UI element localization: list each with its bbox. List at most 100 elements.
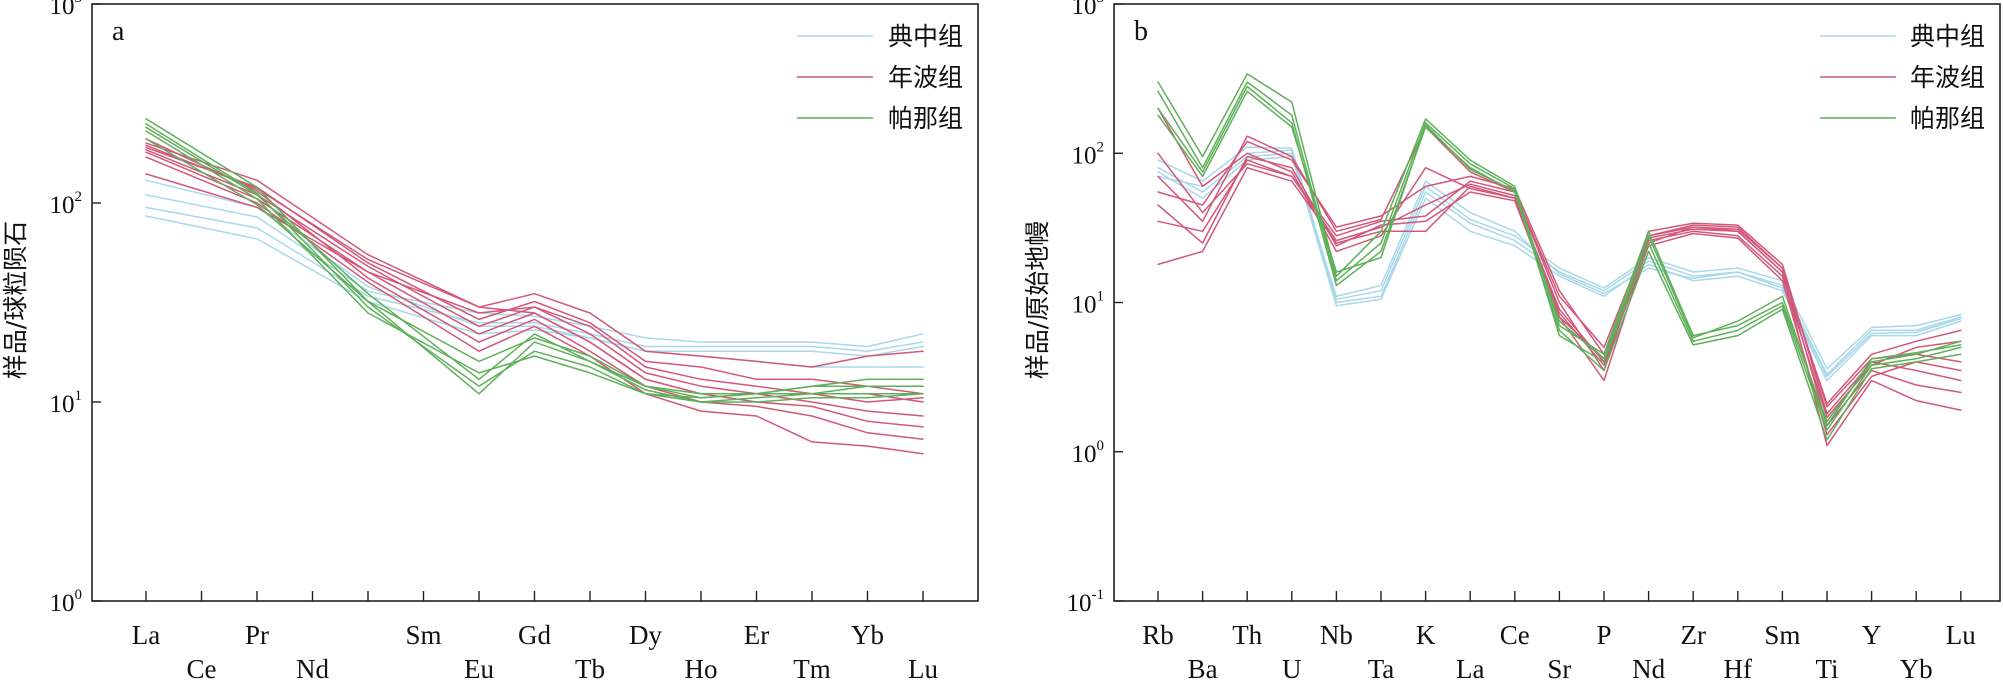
panel-b-series-lines	[1157, 73, 1962, 447]
panel-a-plot-frame	[91, 3, 979, 602]
panel-a-series-2-line-1	[145, 142, 924, 368]
panel-a-x-label-ho: Ho	[685, 654, 718, 681]
tick-base: 10	[50, 192, 75, 219]
panel-b-y-tick-label: 100	[1072, 438, 1105, 468]
panel-a-x-label-tm: Tm	[793, 654, 831, 681]
panel-b-series-3-line-2	[1157, 81, 1962, 431]
panel-b-x-label-k: K	[1416, 620, 1436, 650]
panel-b-series-2-line-5	[1157, 107, 1962, 419]
panel-b-x-label-u: U	[1282, 654, 1302, 681]
panel-b-series-1-line-4	[1157, 155, 1962, 378]
tick-base: 10	[1072, 441, 1097, 468]
tick-base: 10	[1072, 292, 1097, 319]
panel-b-x-label-rb: Rb	[1142, 620, 1174, 650]
tick-exponent: 1	[75, 388, 83, 404]
tick-base: 10	[1072, 0, 1097, 20]
tick-exponent: 0	[75, 587, 83, 603]
panel-b-x-label-nb: Nb	[1320, 620, 1353, 650]
panel-b-legend-label-1: 典中组	[1910, 22, 1985, 51]
panel-b-x-label-p: P	[1596, 620, 1611, 650]
panel-a-series-3-line-4	[145, 138, 924, 395]
panel-b-x-label-la: La	[1456, 654, 1484, 681]
panel-b-x-label-ta: Ta	[1368, 654, 1395, 681]
panel-b-y-axis-title: 样品/原始地幔	[1023, 221, 1052, 379]
panel-b-x-label-ba: Ba	[1188, 654, 1218, 681]
panel-b-series-1-line-3	[1157, 146, 1962, 370]
tick-exponent: 3	[75, 0, 83, 6]
panel-a-legend-label-2: 年波组	[888, 63, 963, 92]
panel-a-x-label-sm: Sm	[405, 620, 441, 650]
panel-a-series-1-line-4	[145, 179, 924, 368]
panel-a-series-2-line-8	[145, 144, 924, 403]
panel-b-series-2-line-4	[1157, 126, 1962, 408]
panel-a-x-label-tb: Tb	[575, 654, 605, 681]
panel-b-series-2-line-6	[1157, 152, 1962, 436]
panel-a-x-label-eu: Eu	[464, 654, 494, 681]
panel-a-series-3-line-1	[145, 118, 924, 399]
panel-a-legend-label-1: 典中组	[888, 22, 963, 51]
panel-a-rare-earth-chart: 100101102103 LaCePrNdSmEuGdTbDyHoErTmYbL…	[1, 0, 979, 681]
panel-a-y-axis: 100101102103	[50, 0, 101, 617]
panel-b-series-1-line-2	[1157, 149, 1962, 376]
panel-a-x-label-gd: Gd	[518, 620, 551, 650]
tick-exponent: 1	[1097, 289, 1105, 305]
panel-a-x-label-er: Er	[744, 620, 769, 650]
panel-b-x-axis: Rb Ba Th U Nb Ta K La Ce Sr P Nd Zr Hf Sm Ti Y Yb Lu	[1142, 591, 1976, 681]
panel-b-x-label-zr: Zr	[1680, 620, 1705, 650]
panel-a-y-tick-label: 100	[50, 587, 83, 617]
panel-b-series-3-line-4	[1157, 90, 1962, 427]
panel-b-series-3-line-3	[1157, 85, 1962, 441]
panel-b-y-tick-label: 10-1	[1067, 587, 1105, 617]
panel-a-series-2-line-2	[145, 146, 924, 395]
panel-a-series-2-line-7	[145, 173, 924, 403]
panel-b-x-label-y: Y	[1862, 620, 1882, 650]
panel-a-x-label-la: La	[132, 620, 160, 650]
panel-a-series-3-line-5	[145, 126, 924, 403]
tick-exponent: 2	[75, 189, 83, 205]
panel-b-y-axis: 10-1100101102103	[1067, 0, 1123, 617]
panel-a-y-tick-label: 101	[50, 388, 83, 418]
panel-a-legend-label-3: 帕那组	[888, 104, 963, 133]
panel-a-x-label-pr: Pr	[245, 620, 269, 650]
panel-a-y-tick-label: 103	[50, 0, 83, 20]
panel-a-y-axis-title: 样品/球粒陨石	[1, 221, 30, 379]
panel-a-x-label-nd: Nd	[296, 654, 329, 681]
tick-exponent: 3	[1097, 0, 1105, 6]
tick-base: 10	[50, 590, 75, 617]
panel-a-series-1-line-3	[145, 215, 924, 357]
panel-b-x-label-hf: Hf	[1724, 654, 1753, 681]
panel-b-y-tick-label: 102	[1072, 139, 1105, 169]
panel-a-x-label-dy: Dy	[629, 620, 662, 650]
panel-b-y-tick-label: 103	[1072, 0, 1105, 20]
panel-a-y-tick-label: 102	[50, 189, 83, 219]
panel-a-series-1-line-1	[145, 194, 924, 348]
panel-b-legend-label-2: 年波组	[1910, 63, 1985, 92]
panel-b-legend-label-3: 帕那组	[1910, 104, 1985, 133]
panel-a-series-3-line-2	[145, 123, 924, 403]
panel-a-letter: a	[112, 16, 125, 47]
panel-b-x-label-ti: Ti	[1815, 654, 1838, 681]
tick-exponent: 0	[1097, 438, 1105, 454]
panel-a-x-label-yb: Yb	[851, 620, 884, 650]
tick-exponent: 2	[1097, 139, 1105, 155]
panel-b-series-1-line-1	[1157, 152, 1962, 382]
tick-base: 10	[50, 391, 75, 418]
panel-a-series-2-line-3	[145, 149, 924, 417]
panel-b-series-2-line-7	[1157, 155, 1962, 405]
panel-a-series-2-line-5	[145, 138, 924, 440]
panel-b-x-label-lu: Lu	[1946, 620, 1976, 650]
panel-b-x-label-sr: Sr	[1547, 654, 1571, 681]
panel-a-x-label-lu: Lu	[908, 654, 938, 681]
tick-exponent: -1	[1092, 587, 1105, 603]
panel-b-series-2-line-3	[1157, 140, 1962, 415]
panel-b-x-label-nd: Nd	[1632, 654, 1665, 681]
panel-b-series-2-line-2	[1157, 159, 1962, 427]
panel-b-x-label-sm: Sm	[1764, 620, 1800, 650]
tick-base: 10	[1067, 590, 1092, 617]
panel-b-letter: b	[1134, 16, 1148, 47]
panel-a-x-label-ce: Ce	[187, 654, 217, 681]
panel-a-x-axis: La Ce Pr Nd Sm Eu Gd Tb Dy Ho Er Tm Yb Lu	[132, 591, 938, 681]
